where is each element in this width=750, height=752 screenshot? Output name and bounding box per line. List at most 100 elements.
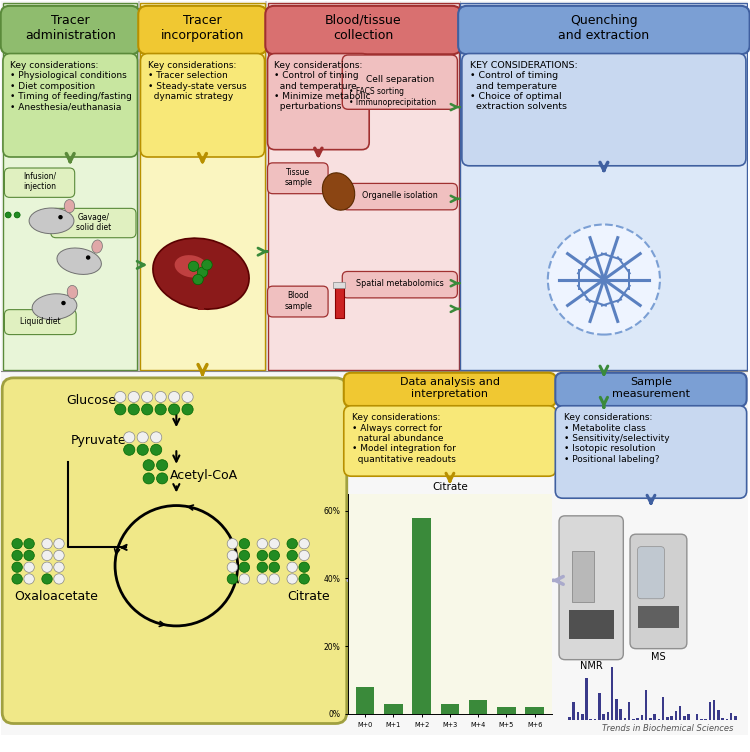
Bar [1,1,748,371]
Bar [266,1,267,371]
Text: Citrate: Citrate [287,590,329,603]
Circle shape [12,550,22,560]
Circle shape [227,550,238,560]
Circle shape [12,562,22,572]
FancyBboxPatch shape [344,406,556,476]
Text: Key considerations:
• Control of timing
  and temperature
• Minimize metabolic
 : Key considerations: • Control of timing … [274,61,371,111]
Circle shape [12,574,22,584]
Bar [568,610,614,639]
FancyBboxPatch shape [462,53,746,165]
Text: Tracer
incorporation: Tracer incorporation [160,14,244,42]
Circle shape [287,538,298,549]
Circle shape [142,392,153,402]
Circle shape [86,256,91,259]
Circle shape [548,225,660,335]
Circle shape [239,550,250,560]
Bar [460,3,748,370]
Bar [572,551,594,602]
Circle shape [299,538,310,549]
FancyBboxPatch shape [4,310,76,335]
Circle shape [257,550,268,560]
Bar [3,3,137,370]
FancyBboxPatch shape [559,516,623,660]
Circle shape [58,215,63,220]
Circle shape [54,562,64,572]
Circle shape [287,550,298,560]
FancyBboxPatch shape [555,373,747,407]
Text: Trends in Biochemical Sciences: Trends in Biochemical Sciences [602,724,734,733]
Circle shape [24,538,34,549]
Circle shape [155,392,166,402]
Text: Key considerations:
• Metabolite class
• Sensitivity/selectivity
• Isotopic reso: Key considerations: • Metabolite class •… [563,413,669,464]
Circle shape [128,392,140,402]
FancyBboxPatch shape [342,55,458,109]
FancyBboxPatch shape [344,373,556,407]
Circle shape [299,550,310,560]
Circle shape [182,392,194,402]
Ellipse shape [29,208,74,234]
Circle shape [157,473,168,484]
FancyBboxPatch shape [4,168,75,197]
FancyBboxPatch shape [268,163,328,194]
Text: MS: MS [651,651,666,662]
Circle shape [299,574,310,584]
Ellipse shape [153,238,249,309]
Circle shape [269,538,280,549]
Circle shape [115,392,126,402]
Text: Cell separation: Cell separation [366,74,434,83]
Circle shape [62,301,66,305]
Circle shape [257,562,268,572]
Circle shape [54,538,64,549]
FancyBboxPatch shape [555,406,747,499]
Circle shape [287,574,298,584]
Circle shape [239,538,250,549]
Bar [333,283,345,288]
Circle shape [155,404,166,415]
Text: Organelle isolation: Organelle isolation [362,192,438,200]
Circle shape [169,404,180,415]
Bar [460,1,461,371]
Circle shape [42,550,52,560]
Text: Liquid diet: Liquid diet [20,317,61,326]
Text: Sample
measurement: Sample measurement [612,378,690,399]
Text: Quenching
and extraction: Quenching and extraction [558,14,650,42]
Circle shape [54,574,64,584]
FancyBboxPatch shape [3,53,137,157]
Circle shape [202,259,212,270]
Circle shape [128,404,140,415]
FancyBboxPatch shape [51,208,136,238]
Text: Tracer
administration: Tracer administration [25,14,116,42]
Circle shape [151,444,162,455]
FancyBboxPatch shape [638,547,664,599]
Circle shape [239,574,250,584]
Text: Pyruvate: Pyruvate [70,435,126,447]
Text: Key considerations:
• Tracer selection
• Steady-state versus
  dynamic strategy: Key considerations: • Tracer selection •… [148,61,247,101]
Text: KEY CONSIDERATIONS:
• Control of timing
  and temperature
• Choice of optimal
  : KEY CONSIDERATIONS: • Control of timing … [470,61,578,111]
Circle shape [42,538,52,549]
Circle shape [227,574,238,584]
FancyBboxPatch shape [266,6,461,54]
Circle shape [151,432,162,443]
FancyBboxPatch shape [630,534,687,649]
Circle shape [24,550,34,560]
Bar [638,606,679,628]
Text: Blood/tissue
collection: Blood/tissue collection [325,14,401,42]
Circle shape [227,562,238,572]
Bar [334,287,344,317]
Circle shape [24,574,34,584]
Circle shape [157,459,168,471]
Circle shape [143,459,154,471]
Text: Spatial metabolomics: Spatial metabolomics [356,280,444,289]
Circle shape [137,444,148,455]
Bar [1,371,748,735]
Text: Oxaloacetate: Oxaloacetate [14,590,98,603]
Circle shape [269,550,280,560]
Text: Tissue
sample: Tissue sample [284,168,312,187]
Circle shape [269,562,280,572]
FancyBboxPatch shape [458,6,750,54]
Text: Key considerations:
• Physiological conditions
• Diet composition
• Timing of fe: Key considerations: • Physiological cond… [10,61,132,111]
Bar [198,283,204,311]
Ellipse shape [175,255,208,277]
Text: NMR: NMR [580,661,602,671]
Ellipse shape [322,173,355,210]
